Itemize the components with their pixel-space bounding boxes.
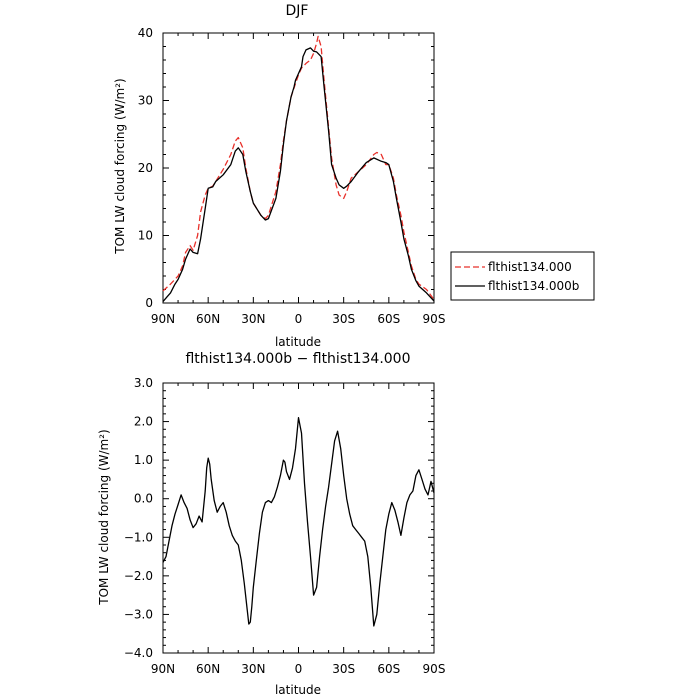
top-x-tick-label: 30N	[241, 312, 265, 326]
bottom-series-line-difference-0	[162, 417, 435, 627]
legend-label-flthist134-000: flthist134.000	[488, 260, 572, 274]
bottom-x-tick-label: 60S	[377, 662, 400, 676]
top-y-tick-label: 30	[138, 94, 153, 108]
bottom-x-tick-label: 90S	[423, 662, 446, 676]
bottom-y-tick-label: 2.0	[134, 415, 153, 429]
legend: flthist134.000 flthist134.000b	[450, 251, 595, 301]
legend-box	[450, 251, 595, 301]
bottom-panel: flthist134.000b − flthist134.000 latitud…	[97, 351, 445, 697]
bottom-x-tick-label: 30S	[332, 662, 355, 676]
bottom-y-tick-label: −4.0	[124, 646, 153, 660]
top-panel-title: DJF	[286, 3, 309, 19]
top-x-tick-label: 60S	[377, 312, 400, 326]
legend-label-flthist134-000b: flthist134.000b	[488, 279, 579, 293]
top-y-tick-label: 10	[138, 229, 153, 243]
top-y-tick-label: 0	[145, 296, 153, 310]
top-panel: DJF latitude TOM LW cloud forcing (W/m²)…	[113, 3, 445, 349]
bottom-x-tick-label: 90N	[151, 662, 175, 676]
bottom-y-tick-label: −3.0	[124, 607, 153, 621]
bottom-y-tick-label: −1.0	[124, 530, 153, 544]
bottom-y-tick-label: 0.0	[134, 492, 153, 506]
top-panel-ylabel: TOM LW cloud forcing (W/m²)	[113, 78, 127, 255]
top-series-line-flthist134-000b-1	[162, 47, 435, 303]
bottom-panel-xlabel: latitude	[275, 683, 321, 697]
bottom-y-tick-label: 3.0	[134, 376, 153, 390]
top-x-tick-label: 0	[295, 312, 303, 326]
top-series-line-flthist134-000-0	[162, 35, 435, 300]
bottom-panel-title: flthist134.000b − flthist134.000	[185, 351, 410, 367]
bottom-y-tick-label: 1.0	[134, 453, 153, 467]
bottom-x-tick-label: 0	[295, 662, 303, 676]
bottom-y-tick-label: −2.0	[124, 569, 153, 583]
top-panel-xlabel: latitude	[275, 335, 321, 349]
top-y-tick-label: 40	[138, 26, 153, 40]
top-x-tick-label: 60N	[196, 312, 220, 326]
bottom-x-tick-label: 60N	[196, 662, 220, 676]
top-y-tick-label: 20	[138, 161, 153, 175]
top-x-tick-label: 90S	[423, 312, 446, 326]
top-x-tick-label: 30S	[332, 312, 355, 326]
bottom-panel-ylabel: TOM LW cloud forcing (W/m²)	[97, 429, 111, 606]
bottom-x-tick-label: 30N	[241, 662, 265, 676]
top-x-tick-label: 90N	[151, 312, 175, 326]
